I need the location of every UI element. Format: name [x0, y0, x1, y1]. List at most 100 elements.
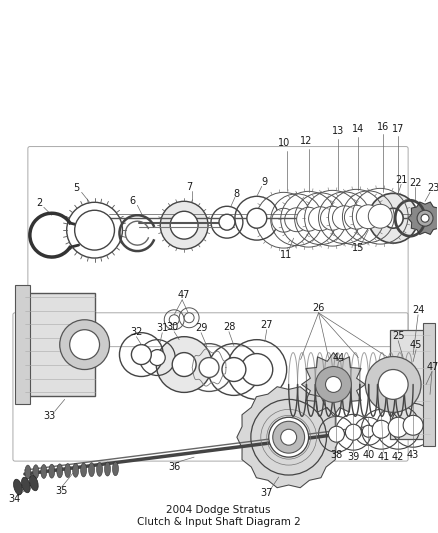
Text: 5: 5	[73, 183, 80, 193]
Circle shape	[74, 210, 114, 250]
Text: 27: 27	[260, 320, 272, 330]
Text: 2: 2	[37, 198, 43, 208]
Text: 15: 15	[351, 243, 364, 253]
Text: 28: 28	[222, 322, 235, 332]
Circle shape	[284, 208, 308, 232]
Circle shape	[416, 210, 432, 226]
Circle shape	[198, 358, 219, 377]
Text: 40: 40	[361, 450, 374, 460]
Circle shape	[268, 417, 308, 457]
Text: 30: 30	[166, 322, 178, 332]
Text: 42: 42	[391, 452, 403, 462]
Ellipse shape	[104, 462, 110, 476]
Ellipse shape	[57, 464, 63, 478]
FancyBboxPatch shape	[389, 330, 427, 439]
Ellipse shape	[33, 465, 39, 479]
Circle shape	[271, 208, 295, 232]
Ellipse shape	[81, 463, 86, 477]
Text: 2004 Dodge Stratus: 2004 Dodge Stratus	[166, 505, 270, 515]
Ellipse shape	[14, 479, 22, 495]
Text: 21: 21	[394, 175, 406, 185]
Circle shape	[280, 429, 296, 445]
Text: 37: 37	[260, 488, 272, 498]
Polygon shape	[407, 202, 438, 235]
Text: 12: 12	[300, 135, 312, 146]
Text: 32: 32	[130, 327, 142, 337]
Circle shape	[367, 204, 391, 228]
Text: 39: 39	[346, 452, 359, 462]
Circle shape	[344, 205, 367, 229]
Text: Clutch & Input Shaft Diagram 2: Clutch & Input Shaft Diagram 2	[136, 517, 300, 527]
Circle shape	[325, 376, 341, 392]
Circle shape	[70, 330, 99, 360]
Circle shape	[160, 201, 208, 249]
Text: 13: 13	[332, 126, 344, 135]
Text: 14: 14	[351, 124, 364, 134]
Text: 38: 38	[329, 450, 342, 460]
Circle shape	[308, 207, 332, 231]
Ellipse shape	[49, 464, 55, 478]
Text: 9: 9	[261, 177, 267, 188]
Text: 47: 47	[426, 361, 438, 372]
Text: 29: 29	[194, 322, 207, 333]
Circle shape	[356, 205, 379, 229]
Ellipse shape	[25, 465, 31, 479]
Ellipse shape	[112, 462, 118, 476]
Text: 34: 34	[9, 494, 21, 504]
Circle shape	[367, 193, 417, 243]
Circle shape	[387, 417, 407, 437]
FancyBboxPatch shape	[23, 293, 94, 397]
Text: 10: 10	[277, 138, 289, 148]
Circle shape	[170, 211, 198, 239]
Text: 44: 44	[332, 353, 344, 362]
Circle shape	[149, 350, 165, 366]
Circle shape	[328, 426, 344, 442]
Text: 31: 31	[156, 322, 168, 333]
FancyBboxPatch shape	[422, 323, 434, 446]
Text: 17: 17	[391, 124, 403, 134]
Text: 24: 24	[411, 305, 423, 315]
Text: 41: 41	[376, 452, 389, 462]
Circle shape	[184, 313, 194, 323]
Circle shape	[272, 421, 304, 453]
Circle shape	[156, 337, 212, 392]
Text: 25: 25	[391, 330, 403, 341]
Circle shape	[296, 207, 320, 231]
Circle shape	[382, 208, 402, 228]
Ellipse shape	[73, 463, 78, 477]
Ellipse shape	[41, 464, 47, 479]
Circle shape	[131, 345, 151, 365]
Text: 7: 7	[186, 182, 192, 192]
Circle shape	[371, 421, 389, 438]
Text: 11: 11	[279, 250, 291, 260]
Text: 6: 6	[129, 196, 135, 206]
Circle shape	[320, 206, 344, 230]
Text: 33: 33	[43, 411, 56, 421]
Ellipse shape	[29, 475, 38, 491]
Circle shape	[378, 369, 407, 399]
Ellipse shape	[96, 463, 102, 477]
Circle shape	[315, 367, 350, 402]
Text: 43: 43	[406, 450, 418, 460]
Circle shape	[222, 358, 245, 382]
Text: 45: 45	[409, 340, 421, 350]
Text: 26: 26	[311, 303, 324, 313]
Circle shape	[172, 353, 196, 376]
Circle shape	[420, 214, 428, 222]
Text: 35: 35	[55, 486, 68, 496]
Ellipse shape	[88, 463, 94, 477]
Circle shape	[402, 415, 422, 435]
Circle shape	[364, 357, 420, 413]
Circle shape	[332, 206, 356, 230]
Text: 22: 22	[408, 179, 420, 188]
Text: 8: 8	[233, 189, 240, 199]
Circle shape	[240, 353, 272, 385]
Text: 36: 36	[168, 462, 180, 472]
Circle shape	[246, 208, 266, 228]
FancyBboxPatch shape	[15, 285, 30, 405]
Circle shape	[219, 214, 234, 230]
Circle shape	[345, 424, 360, 440]
Text: 23: 23	[426, 183, 438, 193]
Circle shape	[60, 320, 109, 369]
Ellipse shape	[64, 464, 71, 478]
